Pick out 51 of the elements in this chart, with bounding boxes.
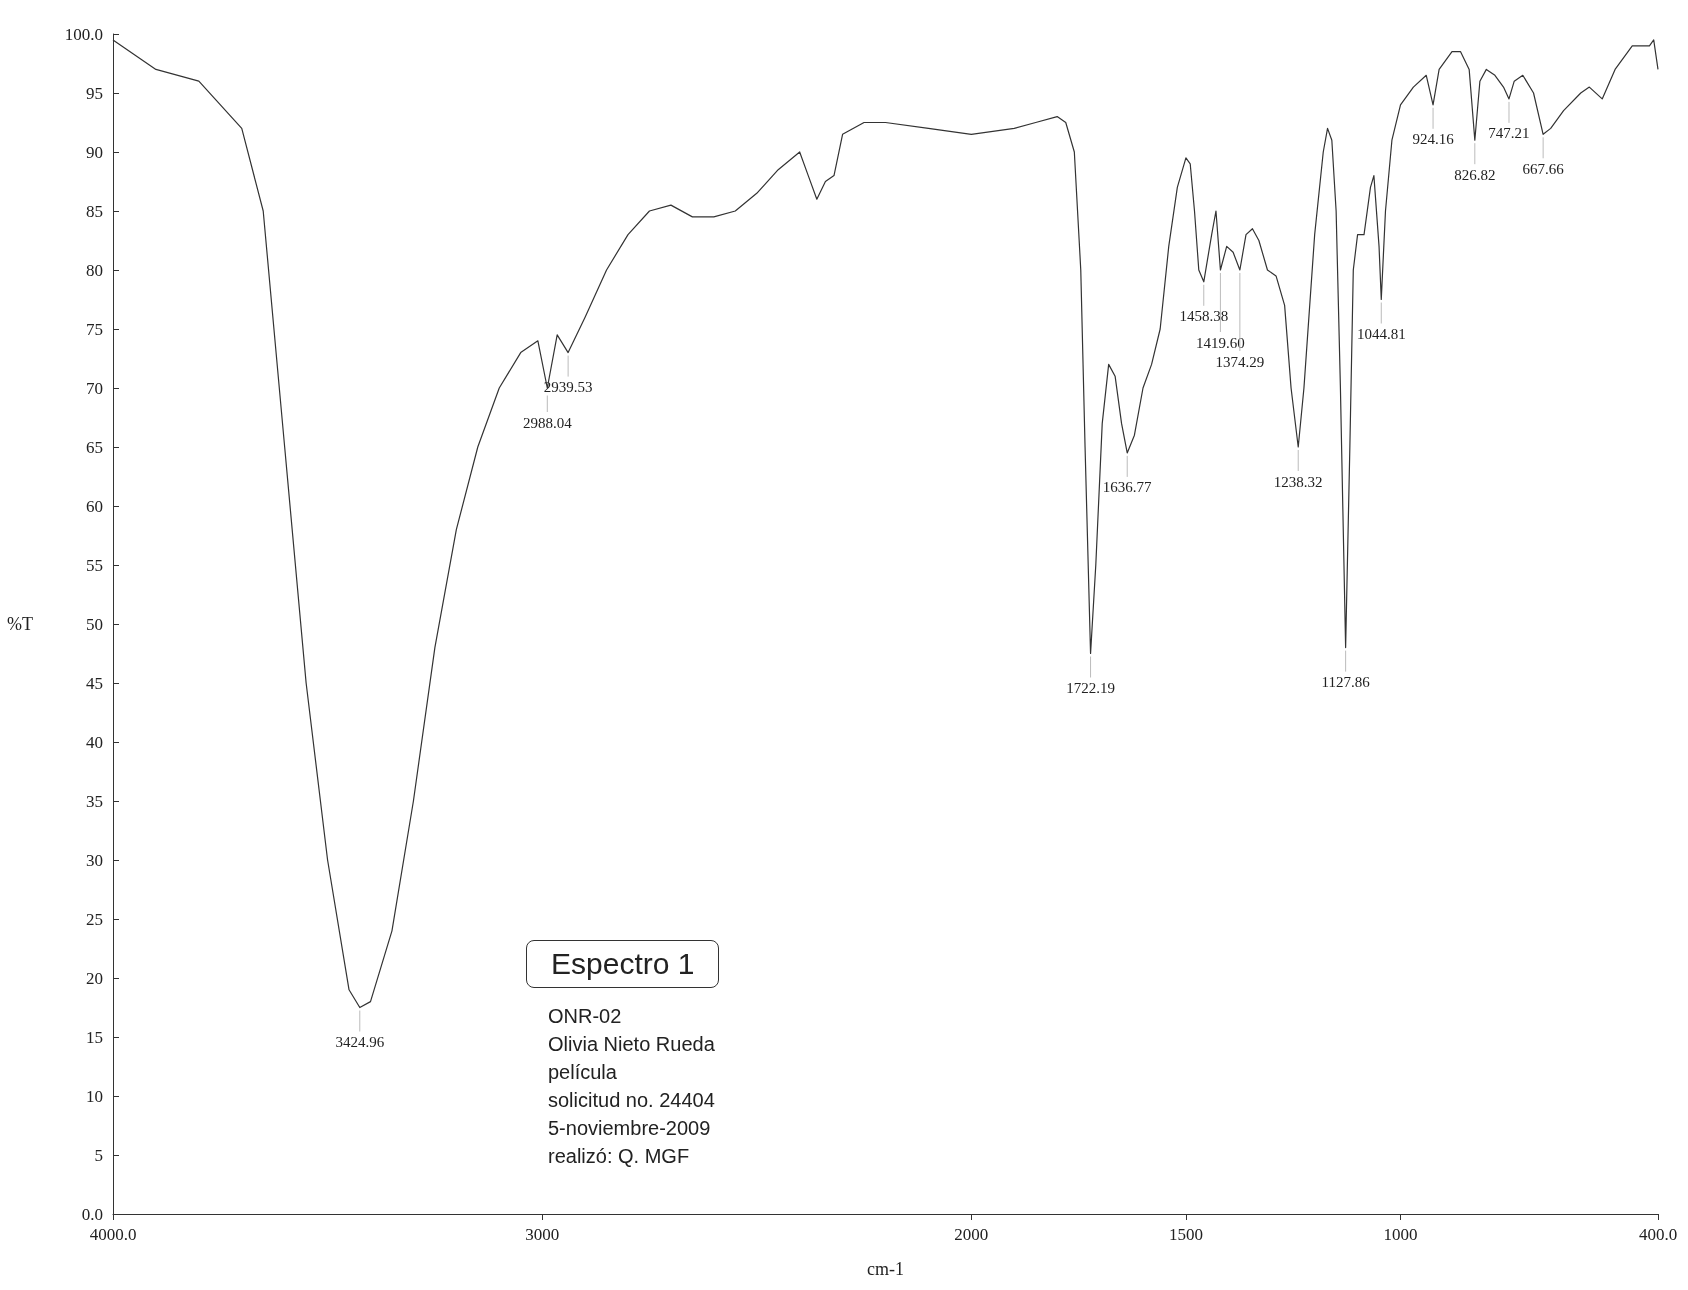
y-tick-label: 30 <box>86 850 103 870</box>
annotation: 747.21 <box>1488 125 1530 142</box>
annotation: 826.82 <box>1454 166 1496 183</box>
y-tick-label: 60 <box>86 496 103 516</box>
text: Espectro 1 <box>526 940 720 988</box>
x-tick-label: 400.0 <box>1638 1225 1678 1244</box>
y-tick-label: 55 <box>86 555 103 575</box>
x-axis-title: cm-1 <box>867 1259 904 1279</box>
annotation: 1419.60 <box>1196 334 1245 351</box>
y-tick-label: 70 <box>86 378 103 398</box>
annotation: 5-noviembre-2009 <box>548 1116 712 1141</box>
y-tick-label: 75 <box>86 319 103 339</box>
y-tick-label: 25 <box>86 909 103 929</box>
x-tick-label: 1500 <box>1168 1225 1203 1244</box>
x-tick-label: 2000 <box>954 1225 989 1244</box>
annotation: 1238.32 <box>1273 473 1323 490</box>
annotation: 1374.29 <box>1215 353 1265 370</box>
annotation: 1127.86 <box>1321 674 1371 691</box>
annotation: ONR-02 <box>548 1004 623 1029</box>
annotation: 1458.38 <box>1179 308 1229 325</box>
y-tick-label: 100.0 <box>64 24 103 44</box>
y-tick-label: 0.0 <box>81 1204 103 1224</box>
x-tick-label: 3000 <box>525 1225 560 1244</box>
y-axis-title: %T <box>7 614 33 634</box>
y-tick-label: 95 <box>86 83 103 103</box>
annotation: 667.66 <box>1522 160 1565 177</box>
annotation: 2939.53 <box>543 379 593 396</box>
annotation: realizó: Q. MGF <box>548 1144 691 1169</box>
annotation: película <box>548 1060 618 1085</box>
x-tick-label: 1000 <box>1383 1225 1418 1244</box>
y-tick-label: 80 <box>86 260 103 280</box>
annotation: 1636.77 <box>1102 479 1153 496</box>
y-tick-label: 15 <box>86 1027 103 1047</box>
y-tick-label: 50 <box>86 614 103 634</box>
y-tick-label: 5 <box>94 1145 103 1165</box>
y-tick-label: 20 <box>86 968 103 988</box>
annotation: Olivia Nieto Rueda <box>548 1032 716 1057</box>
annotation: 2988.04 <box>522 414 573 431</box>
y-tick-label: 85 <box>86 201 103 221</box>
y-tick-label: 35 <box>86 791 103 811</box>
annotation: 1044.81 <box>1356 326 1406 342</box>
annotation: 1722.19 <box>1066 680 1115 696</box>
y-tick-label: 40 <box>86 732 103 752</box>
y-tick-label: 65 <box>86 437 103 457</box>
annotation: 3424.96 <box>335 1034 385 1050</box>
y-tick-label: 45 <box>86 673 103 693</box>
y-tick-label: 90 <box>86 142 103 162</box>
annotation: 924.16 <box>1412 131 1455 148</box>
annotation: solicitud no. 24404 <box>548 1088 716 1113</box>
y-tick-label: 10 <box>86 1086 103 1106</box>
x-tick-label: 4000.0 <box>89 1225 137 1244</box>
